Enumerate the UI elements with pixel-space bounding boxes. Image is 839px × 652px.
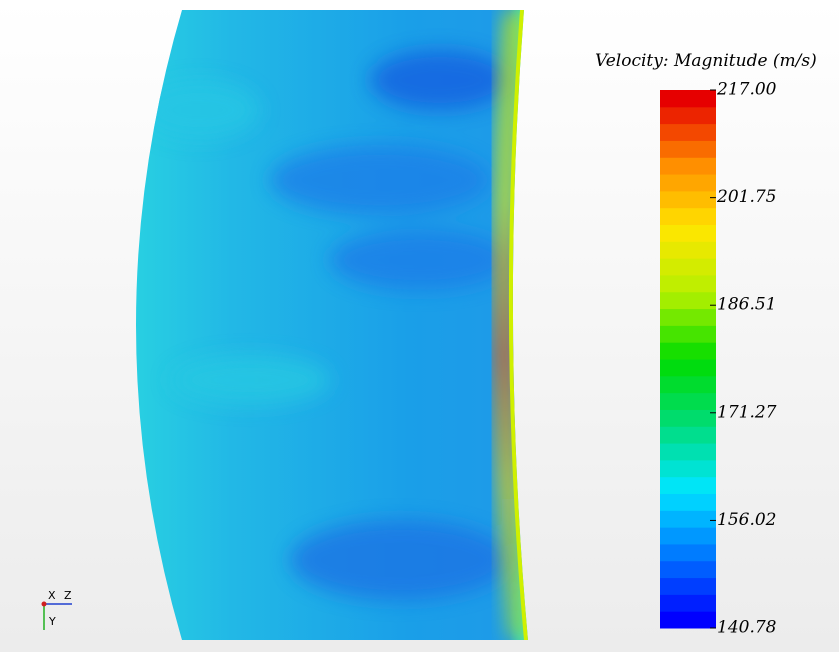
colorbar-band: [660, 510, 716, 528]
colorbar-band: [660, 392, 716, 410]
colorbar-band: [660, 190, 716, 209]
colorbar-band: [660, 443, 716, 461]
colorbar-band: [660, 157, 716, 175]
velocity-field: [136, 10, 528, 640]
colorbar-tick-label: 156.02: [717, 510, 776, 530]
colorbar-band: [660, 140, 716, 158]
colorbar-band: [660, 207, 716, 225]
triad-y: Y: [48, 615, 56, 628]
colorbar-tick-label: 201.75: [716, 187, 776, 207]
colorbar-band: [660, 308, 716, 326]
colorbar-tick-label: 217.00: [716, 80, 777, 100]
colorbar-band: [660, 476, 716, 494]
colorbar-band: [660, 543, 716, 562]
colorbar-band: [660, 325, 716, 343]
colorbar-band: [660, 90, 716, 108]
colorbar-band: [660, 123, 716, 141]
colorbar-band: [660, 224, 716, 242]
colorbar-band: [660, 560, 716, 579]
colorbar-band: [660, 611, 716, 629]
colorbar-band: [660, 274, 716, 293]
colorbar-band: [660, 426, 716, 444]
colorbar-band: [660, 577, 716, 595]
colorbar-band: [660, 459, 716, 478]
colorbar: 217.00 201.75 186.51 171.27 156.02 140.78: [660, 80, 777, 638]
colorbar-band: [660, 527, 716, 545]
colorbar-tick-label: 140.78: [717, 618, 777, 638]
colorbar-band: [660, 241, 716, 259]
colorbar-band: [660, 409, 716, 427]
axis-triad: X Z Y: [41, 589, 72, 630]
colorbar-band: [660, 493, 716, 511]
triad-x: X: [48, 589, 56, 602]
colorbar-band: [660, 594, 716, 612]
legend-title: Velocity: Magnitude (m/s): [595, 51, 817, 71]
triad-z: Z: [64, 589, 72, 602]
colorbar-tick-label: 171.27: [717, 402, 777, 422]
colorbar-band: [660, 258, 716, 276]
colorbar-band: [660, 291, 716, 310]
colorbar-band: [660, 375, 716, 394]
colorbar-band: [660, 174, 716, 192]
colorbar-band: [660, 106, 716, 125]
colorbar-band: [660, 359, 716, 377]
colorbar-band: [660, 342, 716, 360]
colorbar-tick-label: 186.51: [717, 295, 776, 315]
